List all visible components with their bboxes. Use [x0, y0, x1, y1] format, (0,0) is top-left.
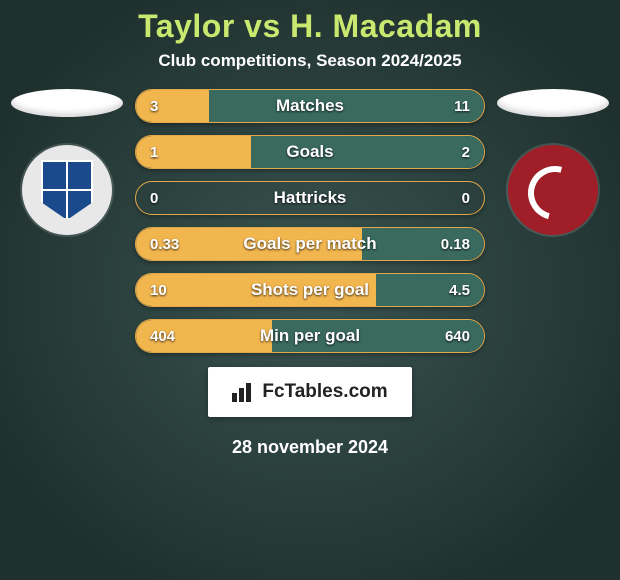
footer-brand-text: FcTables.com	[262, 381, 387, 403]
stat-row: 0.330.18Goals per match	[135, 227, 485, 261]
stat-row: 00Hattricks	[135, 181, 485, 215]
stat-row: 311Matches	[135, 89, 485, 123]
left-column	[7, 89, 127, 235]
footer-date: 28 november 2024	[0, 437, 620, 458]
stat-label: Hattricks	[136, 182, 484, 214]
page-title: Taylor vs H. Macadam	[0, 8, 620, 45]
stat-label: Goals	[136, 136, 484, 168]
stats-column: 311Matches 12Goals 00Hattricks 0.330.18Goal…	[135, 89, 485, 353]
stat-label: Min per goal	[136, 320, 484, 352]
stat-row: 12Goals	[135, 135, 485, 169]
left-player-placeholder-icon	[11, 89, 123, 117]
stat-label: Matches	[136, 90, 484, 122]
right-column	[493, 89, 613, 235]
shield-icon	[41, 160, 93, 220]
stat-row: 104.5Shots per goal	[135, 273, 485, 307]
stat-label: Goals per match	[136, 228, 484, 260]
bars-icon	[232, 382, 258, 402]
stat-row: 404640Min per goal	[135, 319, 485, 353]
right-player-placeholder-icon	[497, 89, 609, 117]
stat-label: Shots per goal	[136, 274, 484, 306]
main-row: 311Matches 12Goals 00Hattricks 0.330.18Goal…	[0, 89, 620, 353]
page-subtitle: Club competitions, Season 2024/2025	[0, 51, 620, 71]
comparison-card: Taylor vs H. Macadam Club competitions, …	[0, 0, 620, 580]
shrimp-icon	[528, 170, 578, 210]
left-club-crest-icon	[22, 145, 112, 235]
right-club-crest-icon	[508, 145, 598, 235]
footer-brand: FcTables.com	[208, 367, 412, 417]
